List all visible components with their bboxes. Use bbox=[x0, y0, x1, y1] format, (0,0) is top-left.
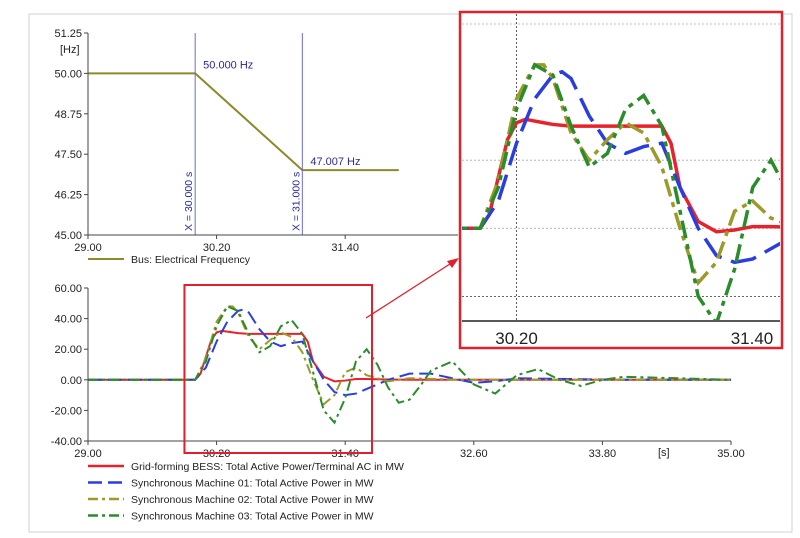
frequency-series-group bbox=[88, 72, 399, 172]
power-x-tick-label: 29.00 bbox=[74, 448, 102, 460]
frequency-plot: X = 30.000 s X = 31.000 s 50.000 Hz 47.007 … bbox=[54, 28, 458, 266]
frequency-marker-label: X = 31.000 s bbox=[290, 172, 302, 231]
frequency-y-tick-label: 47.50 bbox=[54, 149, 82, 161]
power-series-line bbox=[88, 305, 731, 425]
frequency-legend-label: Bus: Electrical Frequency bbox=[131, 254, 251, 266]
frequency-axes: 45.00 46.25 47.50 48.75 50.00 51.25 29.00 30.20… bbox=[54, 28, 458, 254]
power-y-tick-label: 60.00 bbox=[54, 283, 82, 295]
figure-frame bbox=[28, 13, 793, 533]
frequency-y-tick-label: 51.25 bbox=[54, 28, 82, 40]
frequency-marker-label: X = 30.000 s bbox=[183, 172, 195, 231]
power-plot: -40.00 -20.00 0.00 20.00 40.00 60.00 29.00 30.2… bbox=[51, 283, 745, 523]
zoom-arrow-head bbox=[447, 258, 459, 268]
power-series-line bbox=[88, 308, 731, 397]
zoom-inset-series-line bbox=[462, 69, 780, 265]
power-series-group bbox=[88, 305, 731, 425]
zoom-inset-x-tick-label: 31.40 bbox=[731, 329, 774, 348]
power-axes: -40.00 -20.00 0.00 20.00 40.00 60.00 29.00 30.2… bbox=[51, 283, 745, 460]
power-legend-label: Grid-forming BESS: Total Active Power/Te… bbox=[131, 461, 404, 473]
zoom-inset-series-line bbox=[462, 63, 780, 287]
power-x-tick-label: 32.60 bbox=[460, 448, 488, 460]
power-legend-label: Synchronous Machine 03: Total Active Pow… bbox=[131, 511, 374, 523]
power-legend-label: Synchronous Machine 02: Total Active Pow… bbox=[131, 494, 374, 506]
power-y-tick-label: -40.00 bbox=[51, 436, 82, 448]
frequency-annotation: 50.000 Hz bbox=[203, 59, 253, 71]
frequency-markers: X = 30.000 s X = 31.000 s 50.000 Hz 47.007 … bbox=[183, 33, 360, 235]
zoom-inset-grid bbox=[462, 14, 780, 320]
power-y-tick-label: -20.00 bbox=[51, 405, 82, 417]
zoom-inset: 30.20 31.40 bbox=[458, 10, 784, 350]
frequency-x-tick-label: 29.00 bbox=[74, 242, 102, 254]
zoom-inset-x-tick-label: 30.20 bbox=[495, 329, 538, 348]
power-x-unit: [s] bbox=[658, 447, 670, 459]
frequency-series-line bbox=[88, 72, 399, 172]
zoom-inset-series-line bbox=[462, 62, 780, 320]
power-legend: Grid-forming BESS: Total Active Power/Te… bbox=[88, 461, 404, 523]
zoom-inset-background bbox=[460, 12, 782, 348]
power-x-tick-label: 35.00 bbox=[717, 448, 745, 460]
zoom-inset-series-group bbox=[462, 62, 780, 320]
frequency-x-tick-label: 30.20 bbox=[203, 242, 231, 254]
frequency-y-tick-label: 45.00 bbox=[54, 230, 82, 242]
power-y-tick-label: 20.00 bbox=[54, 344, 82, 356]
power-y-tick-label: 40.00 bbox=[54, 314, 82, 326]
zoom-inset-ticks: 30.20 31.40 bbox=[495, 329, 773, 348]
frequency-annotation: 47.007 Hz bbox=[310, 156, 360, 168]
power-x-tick-label: 33.80 bbox=[589, 448, 617, 460]
power-legend-label: Synchronous Machine 01: Total Active Pow… bbox=[131, 478, 374, 490]
zoom-arrow bbox=[365, 261, 454, 319]
frequency-x-tick-label: 31.40 bbox=[331, 242, 359, 254]
frequency-y-tick-label: 50.00 bbox=[54, 68, 82, 80]
zoom-box bbox=[183, 284, 373, 454]
frequency-y-unit: [Hz] bbox=[60, 44, 80, 56]
power-y-tick-label: 0.00 bbox=[61, 375, 82, 387]
frequency-y-tick-label: 46.25 bbox=[54, 190, 82, 202]
zoom-inset-frame bbox=[458, 10, 784, 350]
frequency-y-tick-label: 48.75 bbox=[54, 109, 82, 121]
